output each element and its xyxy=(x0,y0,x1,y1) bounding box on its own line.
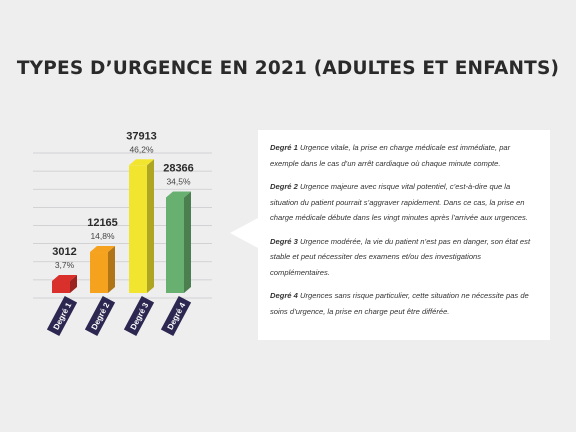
category-tag-bg xyxy=(123,295,155,337)
callout-box xyxy=(230,130,550,340)
bar xyxy=(166,197,184,293)
value-label: 37913 xyxy=(126,130,157,142)
bar-top xyxy=(52,275,77,281)
chart-title: TYPES D’URGENCE EN 2021 (ADULTES ET ENFA… xyxy=(16,58,560,79)
category-tag-bg xyxy=(160,295,192,337)
definition-label: Degré 1 xyxy=(270,143,298,152)
category-tag-bg xyxy=(46,295,78,337)
value-label: 3012 xyxy=(52,246,76,258)
percent-label: 14,8% xyxy=(90,231,115,241)
percent-label: 46,2% xyxy=(129,144,154,154)
bar-top xyxy=(129,159,154,166)
definitions-list: Degré 1 Urgence vitale, la prise en char… xyxy=(270,140,540,327)
value-label: 28366 xyxy=(163,162,194,174)
percent-label: 34,5% xyxy=(166,176,191,186)
definition-item: Degré 4 Urgences sans risque particulier… xyxy=(270,288,540,319)
definition-item: Degré 1 Urgence vitale, la prise en char… xyxy=(270,140,540,171)
percent-label: 3,7% xyxy=(55,260,75,270)
definition-label: Degré 3 xyxy=(270,236,298,246)
definition-label: Degré 2 xyxy=(270,182,298,191)
bar xyxy=(129,165,147,293)
bar-side xyxy=(147,159,154,293)
category-tag: Degré 1 xyxy=(46,295,78,337)
bar xyxy=(90,252,108,293)
bar-side xyxy=(184,191,191,293)
definition-label: Degré 4 xyxy=(270,291,298,300)
definition-text: Urgence majeure avec risque vital potent… xyxy=(270,182,528,222)
category-tag-bg xyxy=(84,295,116,337)
bar-top xyxy=(90,246,115,253)
bar xyxy=(52,281,70,293)
definition-item: Degré 2 Urgence majeure avec risque vita… xyxy=(270,179,540,226)
definition-text: Urgence modérée, la vie du patient n’est… xyxy=(270,236,531,277)
definition-item: Degré 3 Urgence modérée, la vie du patie… xyxy=(270,234,540,281)
category-tag: Degré 3 xyxy=(123,295,155,337)
definitions-callout: Degré 1 Urgence vitale, la prise en char… xyxy=(230,130,550,340)
definition-text: Urgences sans risque particulier, cette … xyxy=(270,291,529,316)
category-tag: Degré 4 xyxy=(160,295,192,337)
value-label: 12165 xyxy=(87,217,118,229)
bar-top xyxy=(166,191,191,198)
category-tag: Degré 2 xyxy=(84,295,116,337)
definition-text: Urgence vitale, la prise en charge médic… xyxy=(270,143,511,168)
bar-side xyxy=(108,246,115,293)
